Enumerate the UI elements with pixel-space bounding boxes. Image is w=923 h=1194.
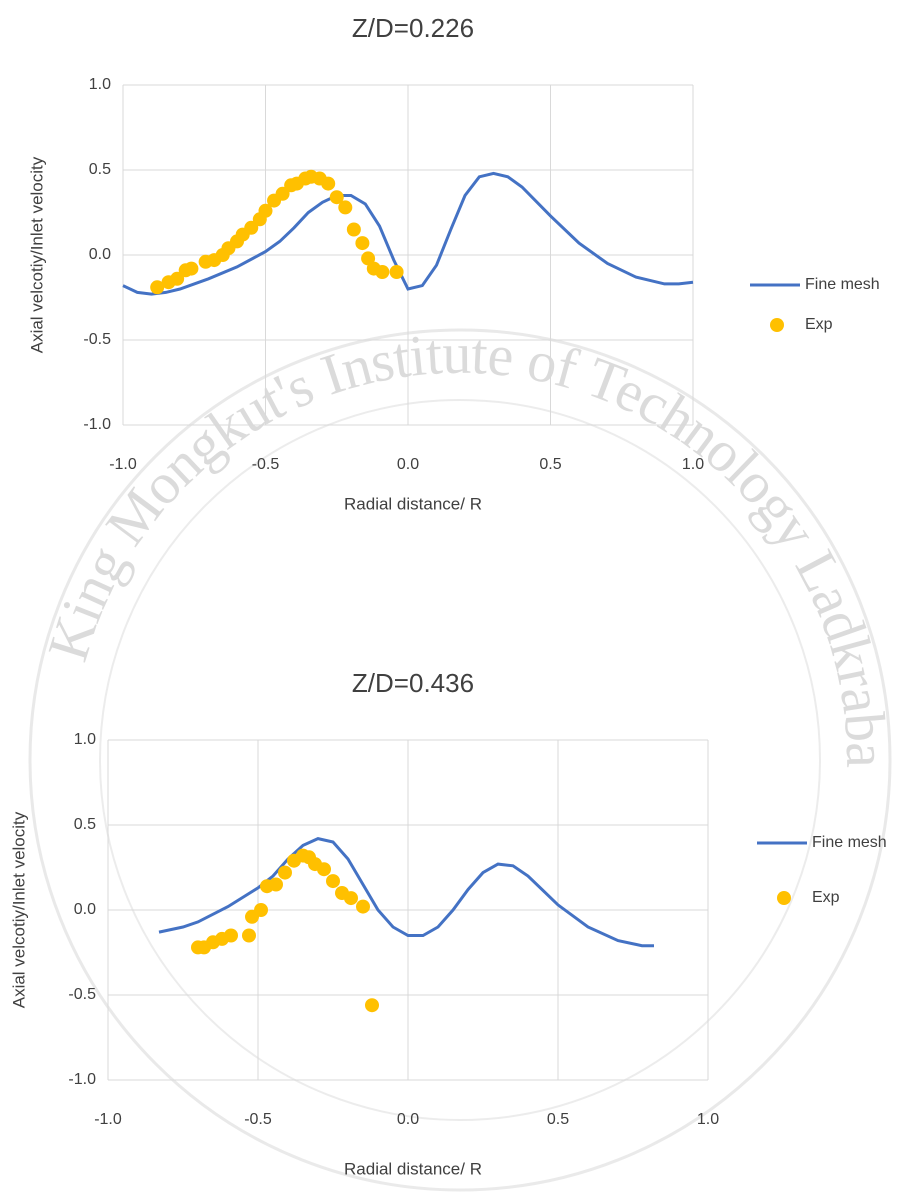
exp-point [275, 186, 290, 201]
exp-point [344, 891, 358, 906]
exp-point [242, 928, 256, 943]
exp-point [338, 200, 353, 215]
watermark-text: King Mongkut's Institute of Technology L… [0, 0, 899, 768]
exp-point [365, 998, 379, 1013]
exp-point [361, 251, 376, 266]
exp-point [224, 928, 238, 943]
y-tick-label: -0.5 [83, 331, 111, 348]
y-tick-label: -1.0 [68, 1071, 96, 1088]
y-tick-label: 1.0 [89, 76, 111, 93]
legend-marker [770, 318, 784, 332]
watermark-text-path: King Mongkut's Institute of Technology L… [0, 0, 899, 768]
exp-point [356, 899, 370, 914]
exp-point [244, 220, 259, 235]
x-tick-label: -1.0 [94, 1111, 122, 1128]
x-axis-title: Radial distance/ R [344, 1159, 482, 1178]
x-tick-label: 0.0 [397, 456, 419, 473]
legend-label: Exp [812, 889, 840, 906]
exp-point [346, 222, 361, 237]
y-axis-title: Axial velcotiy/Inlet velocity [27, 156, 46, 353]
exp-point [389, 265, 404, 279]
y-tick-label: 1.0 [74, 731, 96, 748]
legend-label: Exp [805, 316, 833, 333]
exp-point [355, 236, 370, 251]
legend-label: Fine mesh [805, 276, 880, 293]
y-tick-label: 0.5 [74, 816, 96, 833]
watermark: King Mongkut's Institute of Technology L… [0, 0, 899, 1192]
chart-title: Z/D=0.226 [352, 13, 474, 43]
exp-point [278, 865, 292, 880]
y-axis-title: Axial velcotiy/Inlet velocity [9, 811, 28, 1008]
exp-point [269, 877, 283, 892]
x-tick-label: 0.5 [547, 1111, 569, 1128]
exp-point [150, 280, 165, 295]
x-tick-label: 0.5 [539, 456, 561, 473]
exp-point [321, 176, 336, 191]
y-tick-label: 0.0 [74, 901, 96, 918]
y-tick-label: 0.0 [89, 246, 111, 263]
x-tick-label: 1.0 [697, 1111, 719, 1128]
y-tick-label: 0.5 [89, 161, 111, 178]
line-series [122, 171, 694, 296]
watermark-ring [28, 328, 892, 1192]
x-tick-label: -0.5 [244, 1111, 272, 1128]
exp-point [258, 203, 273, 218]
y-tick-label: -1.0 [83, 416, 111, 433]
exp-point [170, 271, 185, 286]
exp-point [254, 903, 268, 917]
exp-point [326, 874, 340, 889]
y-tick-label: -0.5 [68, 986, 96, 1003]
exp-point [184, 261, 199, 276]
watermark-ring [99, 399, 821, 1121]
exp-point [375, 265, 390, 279]
exp-point [317, 862, 331, 877]
legend-label: Fine mesh [812, 834, 887, 851]
x-tick-label: 1.0 [682, 456, 704, 473]
exp-point [329, 190, 344, 205]
x-tick-label: -0.5 [252, 456, 280, 473]
legend-marker [777, 891, 791, 905]
chart-title: Z/D=0.436 [352, 668, 474, 698]
x-axis-title: Radial distance/ R [344, 494, 482, 513]
x-tick-label: -1.0 [109, 456, 137, 473]
x-tick-label: 0.0 [397, 1111, 419, 1128]
